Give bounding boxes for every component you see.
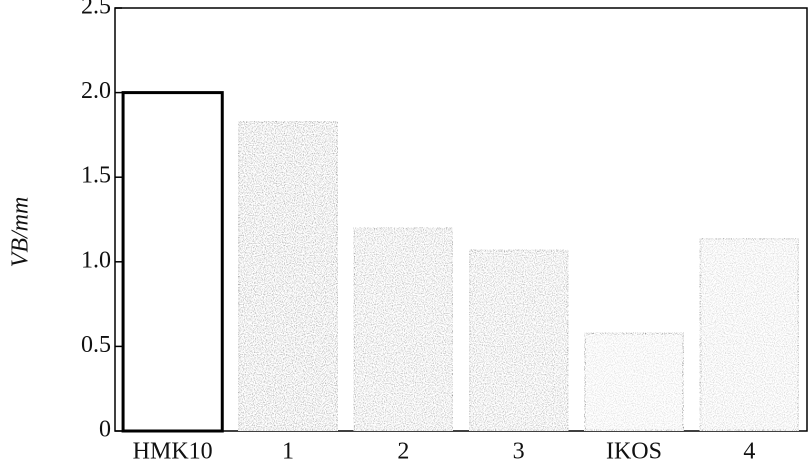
x-tick-label: 4 (743, 439, 755, 464)
plot-frame (114, 7, 808, 432)
x-tick-label: 3 (513, 439, 525, 464)
bar (582, 331, 686, 433)
bar (121, 91, 224, 433)
y-tick-label: 0 (99, 417, 111, 443)
bar (236, 119, 340, 433)
y-tick-label: 2.0 (81, 78, 111, 104)
y-tick-label: 1.5 (81, 163, 111, 189)
bar (698, 236, 801, 433)
y-axis-label: VB/mm (8, 197, 34, 268)
x-tick-label: HMK10 (133, 439, 213, 464)
x-tick-label: IKOS (606, 439, 662, 464)
y-tick-label: 1.0 (81, 247, 111, 273)
y-tick-label: 2.5 (81, 0, 111, 20)
x-tick-label: 1 (282, 439, 294, 464)
x-tick-label: 2 (397, 439, 409, 464)
bar (352, 226, 455, 433)
y-tick-label: 0.5 (81, 332, 111, 358)
bar (467, 248, 570, 433)
